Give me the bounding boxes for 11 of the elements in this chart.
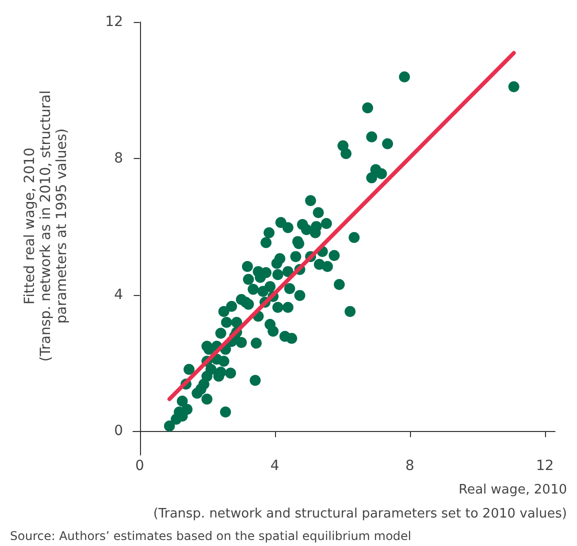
source-note: Source: Authors’ estimates based on the spatial equilibrium model <box>10 529 412 543</box>
x-tick-label: 4 <box>270 458 280 474</box>
x-axis-title: Real wage, 2010 (Transp. network and structural parameters set to 2010 values) <box>153 482 567 522</box>
x-tick-label: 12 <box>536 458 554 474</box>
y-tick-label: 4 <box>114 286 124 303</box>
y-tick-label: 8 <box>114 150 123 166</box>
y-axis-title: Fitted real wage, 2010 (Transp. network as in 2010, structural parameters at 1995 values) <box>22 90 70 362</box>
x-tick-label: 8 <box>405 458 414 474</box>
y-tick-label: 12 <box>105 14 123 30</box>
x-tick-label: 0 <box>135 458 144 474</box>
y-tick-label: 0 <box>114 423 123 440</box>
